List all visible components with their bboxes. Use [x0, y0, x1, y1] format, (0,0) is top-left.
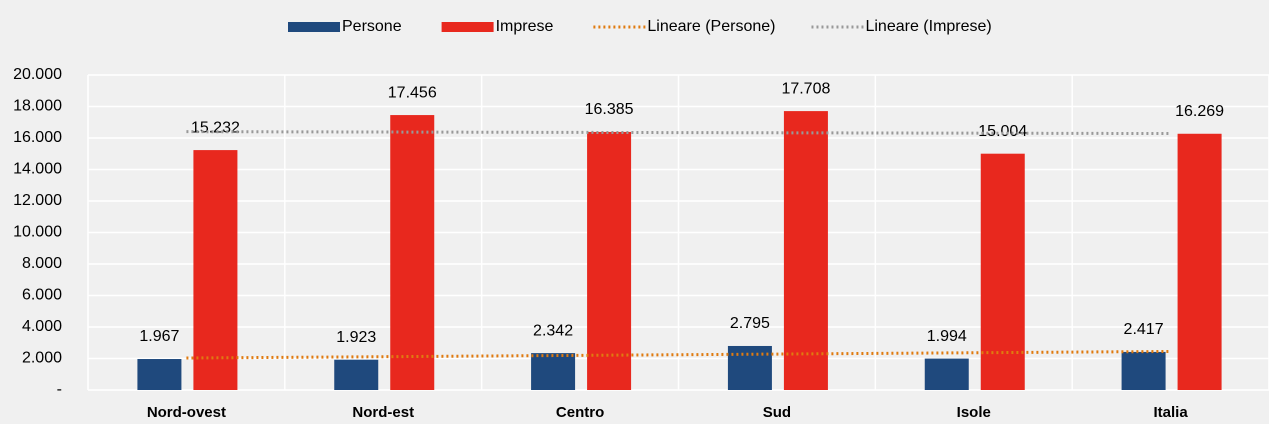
y-tick-label: 16.000 [13, 129, 62, 146]
bar [1121, 351, 1166, 390]
legend-label: Lineare (Imprese) [865, 18, 991, 35]
trendline [186, 349, 1171, 360]
data-label: 16.269 [1175, 103, 1224, 120]
bar [390, 115, 435, 391]
bar [924, 358, 969, 390]
trendline [186, 130, 1171, 136]
x-tick-label: Isole [957, 404, 991, 421]
data-label: 15.232 [191, 119, 240, 136]
y-tick-label: 12.000 [13, 192, 62, 209]
bar [193, 150, 238, 390]
bar [783, 111, 828, 390]
y-tick-label: 4.000 [22, 318, 62, 335]
y-tick-label: - [57, 381, 62, 398]
data-label: 2.795 [730, 315, 770, 332]
y-tick-label: 20.000 [13, 66, 62, 83]
data-label: 1.923 [336, 329, 376, 346]
y-tick-label: 14.000 [13, 161, 62, 178]
y-tick-label: 10.000 [13, 224, 62, 241]
y-tick-label: 8.000 [22, 255, 62, 272]
data-label: 1.967 [139, 328, 179, 345]
data-label: 2.342 [533, 322, 573, 339]
bar [137, 359, 182, 390]
bar [727, 345, 772, 390]
bar [334, 359, 379, 390]
data-label: 15.004 [978, 123, 1027, 140]
bar [531, 353, 576, 390]
legend-label: Lineare (Persone) [647, 18, 775, 35]
bar [587, 131, 632, 390]
bar [1177, 133, 1222, 390]
x-tick-label: Nord-est [352, 404, 414, 421]
x-tick-label: Italia [1153, 404, 1188, 421]
x-tick-label: Sud [763, 404, 791, 421]
x-tick-label: Centro [556, 404, 604, 421]
legend-label: Persone [342, 18, 402, 35]
y-tick-label: 18.000 [13, 98, 62, 115]
data-label: 17.456 [388, 84, 437, 101]
y-tick-label: 6.000 [22, 287, 62, 304]
legend-label: Imprese [496, 18, 554, 35]
bar [980, 153, 1025, 390]
data-label: 1.994 [927, 328, 967, 345]
legend-swatch [441, 22, 494, 32]
data-label: 16.385 [585, 101, 634, 118]
data-label: 2.417 [1124, 321, 1164, 338]
legend-swatch [288, 22, 340, 32]
data-label: 17.708 [781, 80, 830, 97]
y-tick-label: 2.000 [22, 350, 62, 367]
x-tick-label: Nord-ovest [147, 404, 226, 421]
